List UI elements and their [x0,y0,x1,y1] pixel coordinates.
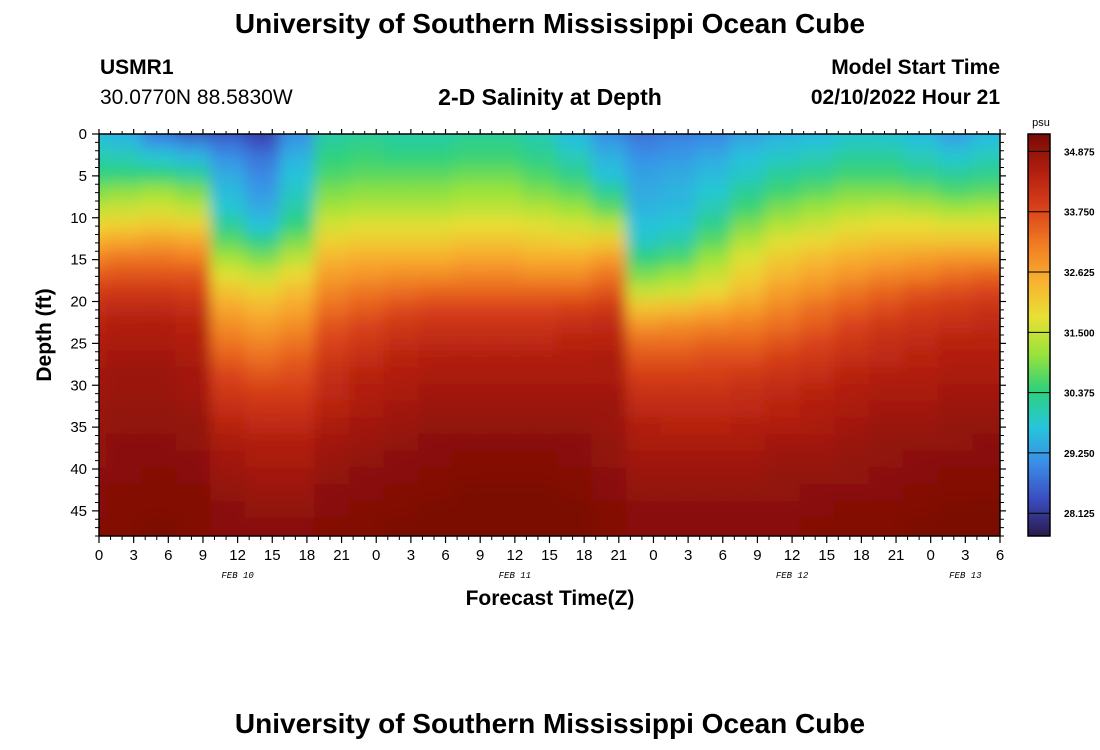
x-tick-label: 18 [299,547,316,564]
y-tick-label: 20 [70,294,87,311]
x-tick-label: 21 [610,547,627,564]
x-tick-label: 3 [684,547,692,564]
x-tick-label: 3 [407,547,415,564]
x-tick-label: 6 [719,547,727,564]
x-tick-label: 0 [95,547,103,564]
x-tick-label: 9 [753,547,761,564]
date-label: FEB 12 [776,571,809,581]
x-tick-label: 0 [649,547,657,564]
colorbar-tick-label: 28.125 [1064,509,1095,520]
station-coordinates: 30.0770N 88.5830W [100,86,293,109]
x-tick-label: 15 [818,547,835,564]
y-tick-label: 5 [79,168,87,185]
x-tick-label: 21 [888,547,905,564]
y-axis-label: Depth (ft) [33,288,56,381]
x-tick-label: 12 [784,547,801,564]
y-tick-label: 35 [70,419,87,436]
x-tick-label: 3 [961,547,969,564]
date-label: FEB 10 [221,571,254,581]
x-axis-label: Forecast Time(Z) [466,587,635,610]
colorbar-tick-label: 33.750 [1064,208,1095,219]
x-tick-label: 15 [541,547,558,564]
y-tick-label: 45 [70,503,87,520]
colorbar-tick-label: 31.500 [1064,328,1095,339]
chart-title: 2-D Salinity at Depth [438,84,662,110]
x-tick-label: 0 [372,547,380,564]
colorbar-tick-label: 32.625 [1064,268,1095,279]
y-tick-label: 15 [70,252,87,269]
x-tick-label: 18 [576,547,593,564]
y-tick-label: 25 [70,335,87,352]
y-tick-label: 40 [70,461,87,478]
page-title: University of Southern Mississippi Ocean… [234,8,866,39]
heatmap-area [99,134,1000,536]
x-tick-label: 12 [229,547,246,564]
x-tick-label: 3 [129,547,137,564]
x-tick-label: 9 [199,547,207,564]
y-tick-label: 0 [79,126,87,143]
x-tick-label: 6 [164,547,172,564]
date-label: FEB 11 [499,571,531,581]
colorbar-tick-label: 34.875 [1064,147,1095,158]
station-id: USMR1 [100,56,174,79]
colorbar-scale [1027,133,1051,537]
x-tick-label: 9 [476,547,484,564]
y-tick-label: 30 [70,377,87,394]
x-tick-label: 18 [853,547,870,564]
x-tick-label: 6 [996,547,1004,564]
model-start-value: 02/10/2022 Hour 21 [810,86,1000,109]
y-tick-label: 10 [70,210,87,227]
footer-title: University of Southern Mississippi Ocean… [234,708,866,739]
colorbar-unit: psu [1032,117,1050,129]
x-tick-label: 6 [441,547,449,564]
model-start-label: Model Start Time [831,56,1000,79]
colorbar-tick-label: 29.250 [1064,449,1095,460]
x-tick-label: 21 [333,547,350,564]
colorbar: psu 34.875 33.750 32.625 31.500 30.375 29.250… [1027,117,1095,537]
date-label: FEB 13 [949,571,982,581]
x-tick-label: 15 [264,547,281,564]
x-tick-label: 0 [927,547,935,564]
x-tick-label: 12 [507,547,524,564]
heatmap-cell [972,517,1000,536]
colorbar-tick-label: 30.375 [1064,389,1095,400]
